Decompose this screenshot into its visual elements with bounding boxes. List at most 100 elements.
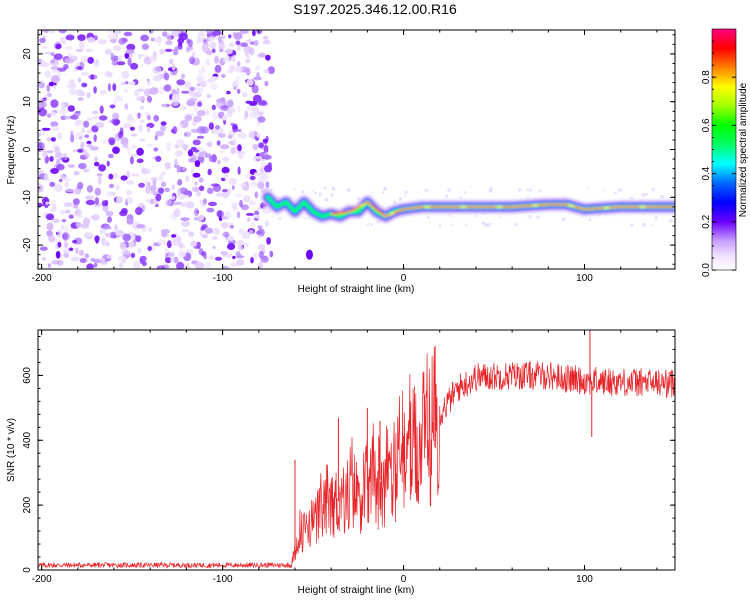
x-tick-label: 100	[576, 273, 593, 284]
noise-blob	[121, 137, 129, 145]
noise-blob	[212, 227, 221, 235]
noise-blob	[105, 210, 114, 217]
noise-blob	[242, 195, 251, 203]
noise-blob	[185, 201, 195, 209]
noise-blob	[186, 46, 190, 53]
noise-blob	[243, 242, 250, 248]
noise-blob	[252, 214, 261, 219]
halo-point	[427, 216, 430, 219]
noise-blob	[95, 121, 105, 128]
noise-blob	[121, 81, 126, 86]
noise-blob	[253, 76, 262, 81]
noise-blob	[171, 64, 176, 71]
noise-blob	[166, 32, 172, 42]
noise-blob	[262, 40, 271, 45]
noise-blob	[257, 206, 262, 210]
noise-blob	[115, 119, 121, 125]
noise-blob	[211, 104, 216, 111]
noise-blob	[196, 241, 201, 249]
noise-blob	[218, 41, 225, 51]
noise-blob	[67, 52, 72, 57]
noise-blob	[119, 241, 127, 250]
noise-blob	[110, 52, 114, 58]
noise-blob	[237, 129, 242, 132]
noise-blob	[47, 263, 52, 269]
noise-blob	[248, 47, 255, 56]
noise-blob	[188, 97, 198, 102]
halo-point	[293, 188, 297, 191]
halo-point	[305, 217, 308, 220]
noise-blob	[46, 222, 54, 231]
halo-point	[438, 224, 442, 228]
noise-blob	[164, 199, 172, 207]
noise-blob	[94, 197, 100, 206]
noise-blob	[70, 134, 75, 143]
x-tick-label: -100	[213, 273, 233, 284]
noise-blob	[38, 31, 42, 37]
noise-blob	[72, 148, 79, 153]
noise-blob	[141, 167, 147, 175]
noise-blob	[107, 216, 112, 223]
noise-blob	[96, 173, 103, 177]
noise-blob	[138, 124, 143, 133]
halo-point	[514, 223, 518, 227]
noise-blob	[51, 125, 60, 132]
noise-blob	[168, 251, 176, 260]
noise-blob	[232, 255, 236, 260]
noise-blob	[63, 253, 69, 258]
noise-blob	[166, 240, 172, 249]
noise-blob	[72, 189, 82, 195]
noise-blob	[253, 156, 263, 160]
noise-blob	[126, 116, 136, 123]
noise-blob	[53, 53, 63, 60]
noise-blob	[164, 257, 172, 264]
noise-blob	[209, 42, 217, 49]
noise-blob	[256, 133, 262, 138]
noise-blob	[47, 92, 52, 97]
halo-point	[463, 191, 466, 194]
noise-blob	[208, 122, 214, 130]
noise-blob	[206, 207, 215, 213]
noise-blob	[196, 39, 200, 46]
halo-point	[278, 217, 282, 221]
noise-blob	[231, 185, 235, 190]
noise-blob	[54, 146, 60, 154]
noise-blob	[216, 192, 223, 197]
halo-point	[323, 186, 327, 190]
noise-blob	[117, 131, 124, 139]
y-tick-label: 0	[22, 567, 33, 573]
noise-blob	[226, 112, 233, 118]
noise-blob	[50, 99, 59, 108]
noise-blob	[94, 235, 100, 243]
noise-blob	[164, 187, 170, 193]
noise-blob	[166, 142, 172, 152]
noise-blob	[245, 59, 251, 64]
halo-point	[481, 221, 486, 225]
noise-blob	[116, 61, 126, 66]
noise-blob	[69, 87, 76, 96]
noise-blob	[93, 134, 97, 143]
noise-blob	[203, 254, 208, 260]
halo-point	[651, 187, 655, 192]
noise-blob	[122, 233, 132, 242]
noise-blob	[238, 245, 244, 251]
noise-blob	[231, 54, 236, 63]
noise-blob	[115, 228, 120, 237]
noise-blob	[152, 75, 161, 82]
noise-blob	[138, 53, 147, 57]
noise-blob	[99, 228, 106, 233]
noise-blob	[227, 235, 235, 242]
noise-blob	[179, 123, 183, 128]
noise-blob	[104, 225, 112, 230]
noise-blob	[260, 172, 265, 176]
noise-blob	[233, 138, 237, 147]
noise-blob	[259, 99, 267, 105]
noise-blob	[141, 43, 149, 50]
noise-blob	[83, 120, 90, 128]
noise-blob	[111, 60, 119, 66]
noise-blob	[192, 172, 201, 178]
noise-speckle	[38, 30, 275, 269]
noise-blob	[128, 81, 136, 86]
noise-blob	[126, 147, 131, 155]
